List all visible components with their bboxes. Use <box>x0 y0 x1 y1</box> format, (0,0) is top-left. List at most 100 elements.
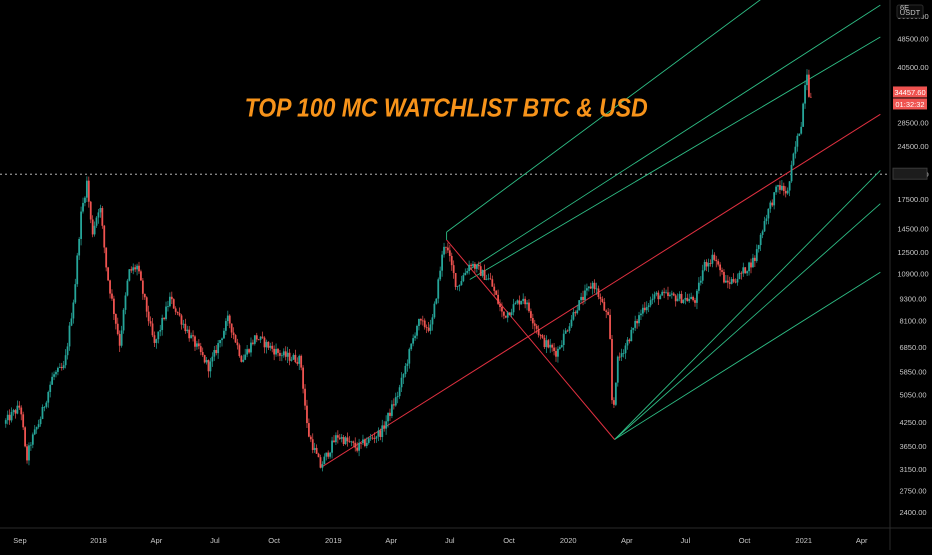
candle-body <box>711 254 714 264</box>
candle-body <box>740 272 743 274</box>
candle-body <box>757 245 760 250</box>
candle-body <box>460 281 463 286</box>
candle-body <box>383 425 386 429</box>
candle-body <box>419 318 422 321</box>
candle-body <box>190 335 193 339</box>
candle-body <box>255 335 258 340</box>
candle-body <box>313 447 316 450</box>
candle-body <box>31 434 34 445</box>
candle-body <box>242 359 245 362</box>
candle-body <box>775 186 777 193</box>
candle-body <box>120 330 123 346</box>
candle-body <box>85 180 88 198</box>
candle-body <box>321 464 324 468</box>
candle-body <box>141 280 144 294</box>
candle-body <box>483 269 486 280</box>
candle-body <box>798 133 801 136</box>
candle-body <box>207 360 210 372</box>
trend-line <box>446 239 615 440</box>
candle-body <box>172 299 175 309</box>
candle-body <box>771 202 774 206</box>
candle-body <box>501 307 503 312</box>
candle-body <box>99 208 102 213</box>
candle-body <box>626 339 629 346</box>
candle-body <box>168 296 171 307</box>
channel-line <box>614 170 881 440</box>
candle-body <box>672 293 675 296</box>
candle-body <box>327 452 330 457</box>
candle-body <box>140 271 142 281</box>
candle-body <box>84 197 86 203</box>
candle-body <box>599 296 602 299</box>
candle-body <box>188 329 191 339</box>
channel-line <box>446 0 761 233</box>
candle-body <box>26 446 28 461</box>
candle-body <box>582 296 584 301</box>
candle-body <box>568 326 571 331</box>
candle-body <box>744 267 747 274</box>
candle-body <box>238 345 241 357</box>
candle-body <box>522 298 525 302</box>
candle-body <box>105 247 108 268</box>
candle-body <box>93 225 96 235</box>
candle-body <box>765 218 768 222</box>
candle-body <box>514 302 517 305</box>
candle-body <box>157 331 160 340</box>
candle-body <box>74 284 77 303</box>
candle-body <box>663 291 666 293</box>
candle-body <box>466 271 469 273</box>
y-tick-label: 12500.00 <box>897 248 928 257</box>
candle-body <box>487 278 490 280</box>
candle-body <box>589 286 592 289</box>
candle-body <box>348 441 351 443</box>
candle-body <box>244 354 247 360</box>
candle-body <box>661 291 664 296</box>
candle-body <box>315 447 318 454</box>
candle-body <box>545 340 548 348</box>
candle-body <box>236 342 239 346</box>
candle-body <box>421 320 424 322</box>
candle-body <box>489 278 492 280</box>
candle-body <box>605 310 608 312</box>
candle-body <box>730 279 733 284</box>
candle-body <box>340 437 343 439</box>
candle-body <box>591 282 594 289</box>
candle-body <box>170 296 173 300</box>
candle-body <box>58 366 61 368</box>
candle-body <box>269 345 272 348</box>
candle-body <box>149 321 152 324</box>
candle-body <box>613 400 615 405</box>
candle-body <box>279 352 281 356</box>
candle-body <box>309 436 312 440</box>
y-tick-label: 40500.00 <box>897 63 928 72</box>
candle-body <box>753 257 756 261</box>
candle-body <box>20 407 23 415</box>
candle-body <box>336 435 339 438</box>
currency-label-box[interactable] <box>896 4 924 19</box>
candle-body <box>167 306 169 307</box>
candle-body <box>197 343 200 347</box>
candle-body <box>199 346 202 353</box>
y-tick-label: 2750.00 <box>899 486 926 495</box>
candle-body <box>512 304 515 313</box>
candle-body <box>688 298 691 302</box>
candle-body <box>176 311 179 314</box>
candle-body <box>630 329 633 342</box>
y-tick-label: 28500.00 <box>897 118 928 127</box>
candle-body <box>333 440 335 443</box>
candle-body <box>425 327 428 328</box>
candle-body <box>89 201 92 220</box>
x-tick-label: Apr <box>385 536 397 545</box>
candle-body <box>49 384 52 392</box>
candle-body <box>684 297 687 300</box>
candle-body <box>696 290 698 303</box>
candle-body <box>22 414 25 428</box>
candle-body <box>723 271 725 283</box>
candle-body <box>779 185 781 190</box>
x-tick-label: Apr <box>151 536 163 545</box>
top-tick-partial: 6E <box>900 3 909 12</box>
candle-body <box>450 255 453 266</box>
candle-body <box>622 353 625 355</box>
